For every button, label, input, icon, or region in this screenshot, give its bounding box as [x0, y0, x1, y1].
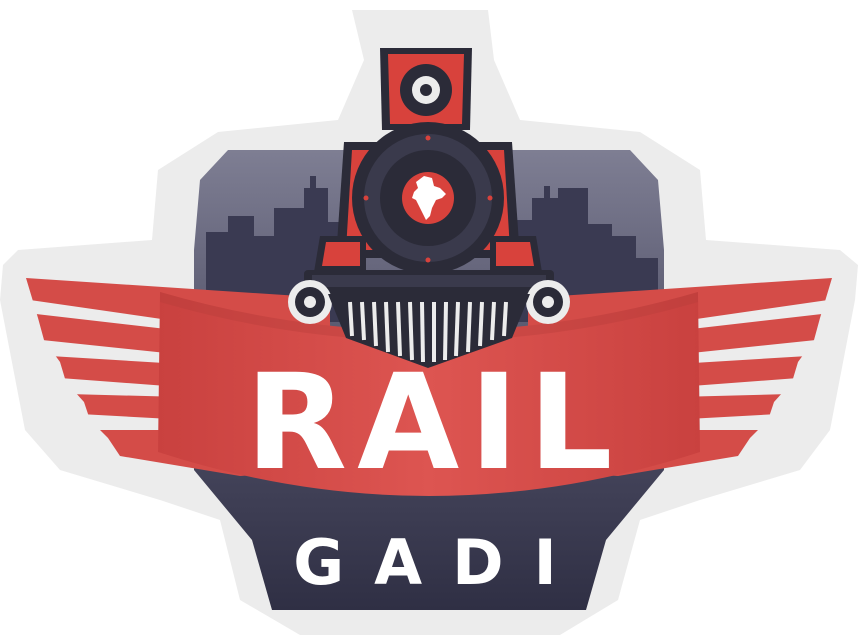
logo-subtitle: GADI: [293, 526, 586, 599]
locomotive-icon: [288, 48, 570, 368]
logo-title: RAIL: [245, 346, 622, 500]
ribbon-banner: [158, 292, 700, 496]
